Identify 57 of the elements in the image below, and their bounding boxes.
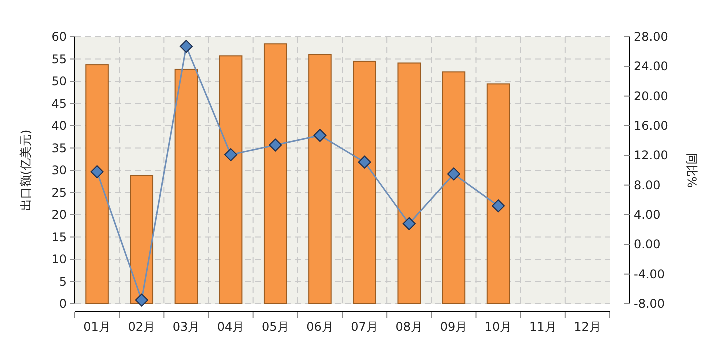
point [402,217,416,230]
x-tick-label: 03月 [172,320,200,334]
y-tick-label: 30 [52,164,67,178]
y2-tick-label: 12.00 [634,148,668,163]
x-tick-label: 08月 [396,320,424,334]
y2-axis-title: 同比% [685,152,699,188]
x-tick-label: 05月 [262,320,290,334]
x-tick-label: 04月 [217,320,245,334]
point [90,165,104,178]
y2-tick-label: -4.00 [634,267,666,282]
x-tick-label: 02月 [128,320,156,334]
point [447,168,460,181]
point [358,156,372,169]
bar [353,60,376,304]
point [492,200,506,213]
x-tick-label: 12月 [574,320,602,334]
y2-tick-label: 16.00 [634,119,668,133]
point [180,40,193,54]
y-tick-label: 20 [52,208,67,222]
y2-tick-label: 20.00 [634,89,668,104]
point [269,138,282,152]
x-tick-label: 06月 [306,320,334,334]
point [224,148,238,162]
y2-tick-label: 8.00 [634,178,661,192]
y2-tick-label: 0.00 [634,238,661,252]
y2-tick-label: -8.00 [634,297,666,311]
x-tick-label: 01月 [84,320,111,334]
x-tick-label: 09月 [440,320,468,334]
bar [174,68,198,304]
bar [398,62,422,304]
y-tick-label: 40 [52,119,67,133]
x-tick-label: 07月 [351,320,378,334]
y-tick-label: 0 [59,297,67,311]
bar [219,56,243,304]
bar [264,44,288,304]
y-axis-title: 出口额(亿美元) [19,130,33,212]
x-tick-label: 11月 [529,320,557,334]
y-tick-label: 35 [52,141,67,156]
y-tick-label: 25 [52,186,67,200]
y-tick-label: 10 [52,252,67,266]
bar [130,175,154,304]
y-tick-label: 15 [52,230,67,244]
point [314,129,327,142]
bar [308,54,332,304]
y-tick-label: 45 [52,96,67,111]
y-tick-label: 55 [52,52,67,66]
y2-tick-label: 4.00 [634,208,661,222]
point [135,294,148,307]
bar [486,84,510,304]
bar [442,72,466,304]
y-tick-label: 60 [52,30,67,44]
y-tick-label: 50 [52,74,67,88]
x-tick-label: 10月 [484,320,512,334]
y-tick-label: 5 [59,274,67,289]
bar [86,64,109,304]
y2-tick-label: 24.00 [634,60,668,74]
y2-tick-label: 28.00 [634,30,668,44]
